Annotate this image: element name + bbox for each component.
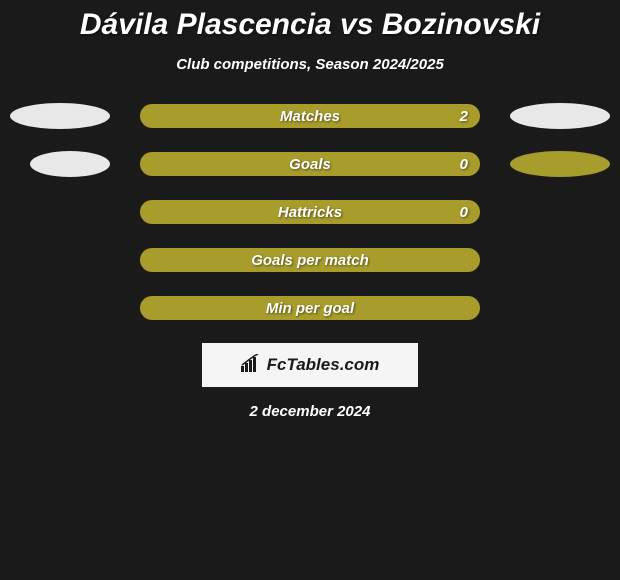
page-subtitle: Club competitions, Season 2024/2025 bbox=[0, 56, 620, 73]
stat-row-hattricks: Hattricks 0 bbox=[0, 199, 620, 225]
left-indicator bbox=[30, 151, 110, 177]
right-indicator bbox=[510, 103, 610, 129]
logo-text: FcTables.com bbox=[267, 355, 380, 375]
stat-bar: Matches 2 bbox=[140, 104, 480, 128]
stat-bar: Goals 0 bbox=[140, 152, 480, 176]
stat-bar: Min per goal bbox=[140, 296, 480, 320]
page-title: Dávila Plascencia vs Bozinovski bbox=[0, 8, 620, 42]
stat-row-goals-per-match: Goals per match bbox=[0, 247, 620, 273]
stat-bar: Goals per match bbox=[140, 248, 480, 272]
date-text: 2 december 2024 bbox=[0, 403, 620, 420]
left-indicator bbox=[10, 103, 110, 129]
right-indicator bbox=[510, 151, 610, 177]
stat-value: 0 bbox=[460, 156, 468, 173]
stat-label: Matches bbox=[280, 108, 340, 125]
stat-row-goals: Goals 0 bbox=[0, 151, 620, 177]
stat-row-min-per-goal: Min per goal bbox=[0, 295, 620, 321]
logo-box[interactable]: FcTables.com bbox=[202, 343, 418, 387]
comparison-widget: Dávila Plascencia vs Bozinovski Club com… bbox=[0, 0, 620, 420]
stat-label: Min per goal bbox=[266, 300, 354, 317]
stat-value: 2 bbox=[460, 108, 468, 125]
stat-value: 0 bbox=[460, 204, 468, 221]
stat-label: Goals per match bbox=[251, 252, 369, 269]
chart-icon bbox=[241, 354, 263, 377]
stat-label: Hattricks bbox=[278, 204, 342, 221]
stat-label: Goals bbox=[289, 156, 331, 173]
stat-bar: Hattricks 0 bbox=[140, 200, 480, 224]
stat-row-matches: Matches 2 bbox=[0, 103, 620, 129]
